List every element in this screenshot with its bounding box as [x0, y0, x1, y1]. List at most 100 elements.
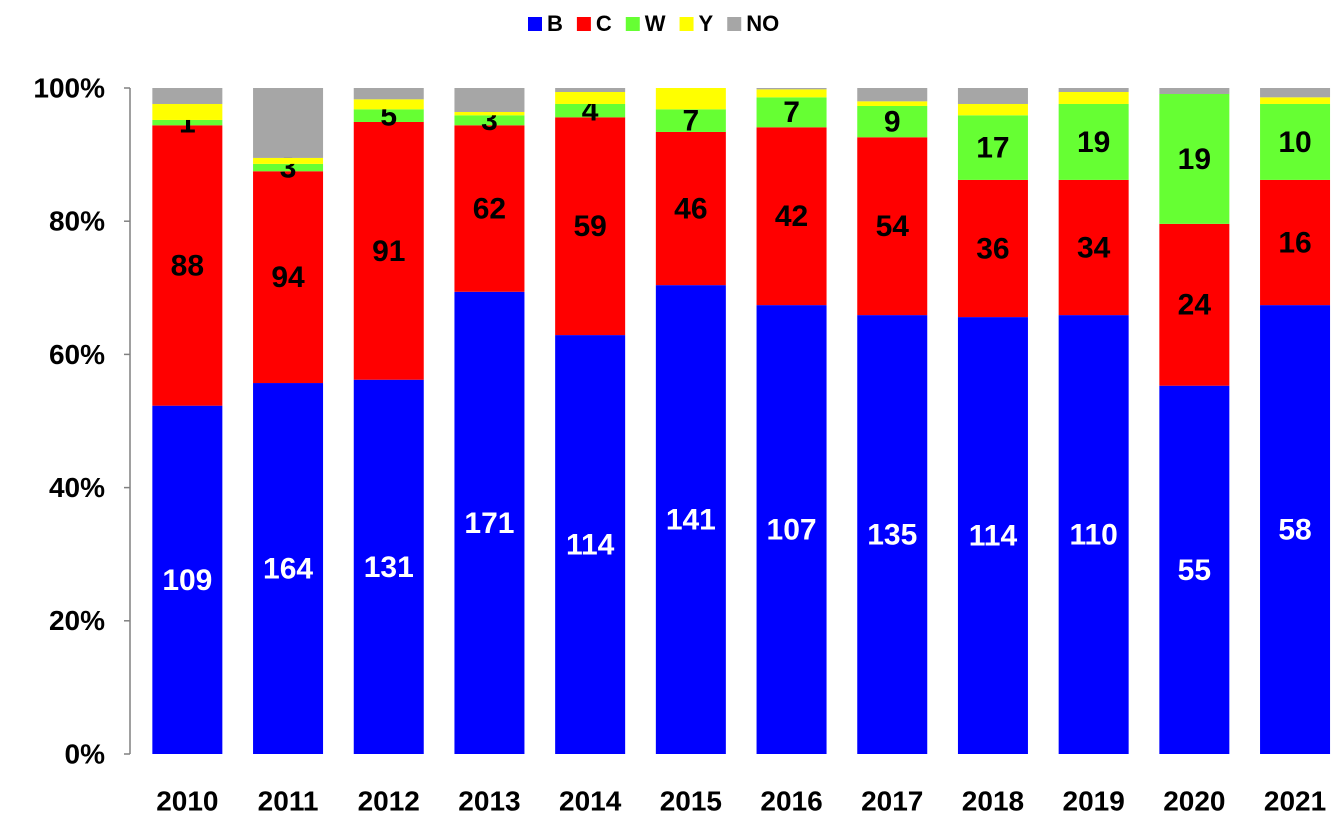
bar-segment [253, 171, 324, 384]
bar-segment [152, 125, 223, 406]
bar-segment [1159, 223, 1230, 386]
bar-segment [454, 115, 525, 126]
legend-label: C [596, 11, 612, 36]
bar-segment [857, 137, 928, 316]
data-label: 54 [876, 210, 910, 243]
bar-segment [756, 89, 827, 98]
bar-segment [555, 103, 626, 118]
legend-swatch [528, 17, 542, 31]
data-label: 131 [364, 551, 414, 584]
bar-segment [857, 101, 928, 106]
bar-segment [756, 305, 827, 754]
bar-segment [454, 111, 525, 116]
data-label: 141 [666, 503, 716, 536]
x-tick-label: 2015 [660, 785, 722, 816]
bar-segment [655, 131, 726, 286]
bar-segment [1058, 179, 1129, 316]
y-tick-label: 20% [49, 605, 105, 636]
bar-segment [1159, 88, 1230, 94]
legend-label: B [547, 11, 563, 36]
data-label: 164 [263, 552, 313, 585]
data-label: 110 [1069, 518, 1117, 551]
bar-segment [756, 97, 827, 128]
bar-segment [555, 91, 626, 104]
data-label: 88 [171, 249, 204, 282]
data-label: 107 [767, 513, 817, 546]
data-label: 19 [1077, 126, 1110, 159]
x-tick-label: 2012 [358, 785, 420, 816]
bar-segment [253, 157, 324, 164]
data-label: 36 [976, 232, 1009, 265]
legend-label: Y [699, 11, 714, 36]
data-label: 59 [573, 210, 606, 243]
x-tick-label: 2010 [156, 785, 218, 816]
x-tick-label: 2014 [559, 785, 622, 816]
y-tick-label: 100% [33, 72, 105, 103]
bar-segment [152, 103, 223, 120]
data-label: 91 [372, 235, 405, 268]
bar-segment [1260, 97, 1331, 104]
x-tick-label: 2011 [258, 785, 319, 816]
x-tick-label: 2017 [861, 785, 923, 816]
bar-segment [957, 88, 1028, 104]
y-tick-label: 40% [49, 472, 105, 503]
bar-segment [857, 105, 928, 138]
bar-segment [353, 88, 424, 100]
data-label: 114 [969, 519, 1018, 552]
bar-segment [1260, 103, 1331, 180]
bar-segment [1159, 93, 1230, 224]
bar-segment [152, 88, 223, 104]
legend-label: W [645, 11, 666, 36]
bar-segment [756, 127, 827, 306]
legend-swatch [625, 17, 640, 31]
bar-segment [1260, 88, 1331, 98]
x-tick-label: 2019 [1063, 785, 1125, 816]
bar-segment [1058, 91, 1129, 104]
data-label: 109 [162, 564, 212, 597]
data-label: 19 [1178, 143, 1211, 176]
legend-swatch [679, 17, 694, 31]
x-tick-label: 2013 [458, 785, 520, 816]
bar-segment [253, 88, 324, 158]
legend-label: NO [746, 11, 779, 36]
y-tick-label: 0% [65, 738, 106, 769]
bar-segment [655, 88, 726, 110]
data-label: 171 [464, 507, 514, 540]
bar-segment [957, 103, 1028, 116]
legend-swatch [576, 17, 591, 31]
data-label: 10 [1278, 126, 1311, 159]
bar-segment [152, 405, 223, 754]
bar-segment [152, 119, 223, 126]
data-label: 24 [1178, 289, 1212, 322]
bar-segment [1159, 385, 1230, 754]
data-label: 16 [1278, 226, 1311, 259]
bar-segment [353, 109, 424, 122]
bar-segment [655, 109, 726, 132]
x-tick-label: 2021 [1264, 785, 1326, 816]
bar-segment [555, 88, 626, 92]
data-label: 46 [674, 192, 707, 225]
bar-segment [756, 88, 827, 90]
data-label: 7 [683, 105, 700, 138]
bar-segment [253, 163, 324, 172]
x-tick-label: 2018 [962, 785, 1024, 816]
data-label: 42 [775, 200, 808, 233]
data-label: 9 [884, 106, 901, 139]
bar-segment [857, 315, 928, 754]
bar-segment [655, 285, 726, 754]
bar-segment [857, 88, 928, 102]
y-tick-label: 60% [49, 339, 105, 370]
bar-segment [555, 117, 626, 336]
bar-segment [1260, 179, 1331, 306]
bar-segment [957, 115, 1028, 180]
data-label: 135 [867, 518, 917, 551]
bar-segment [353, 121, 424, 380]
data-label: 114 [566, 528, 615, 561]
bar-segment [454, 291, 525, 754]
x-tick-label: 2016 [760, 785, 822, 816]
data-label: 62 [473, 192, 506, 225]
bar-segment [1058, 103, 1129, 180]
data-label: 55 [1178, 554, 1211, 587]
bar-segment [1260, 305, 1331, 754]
